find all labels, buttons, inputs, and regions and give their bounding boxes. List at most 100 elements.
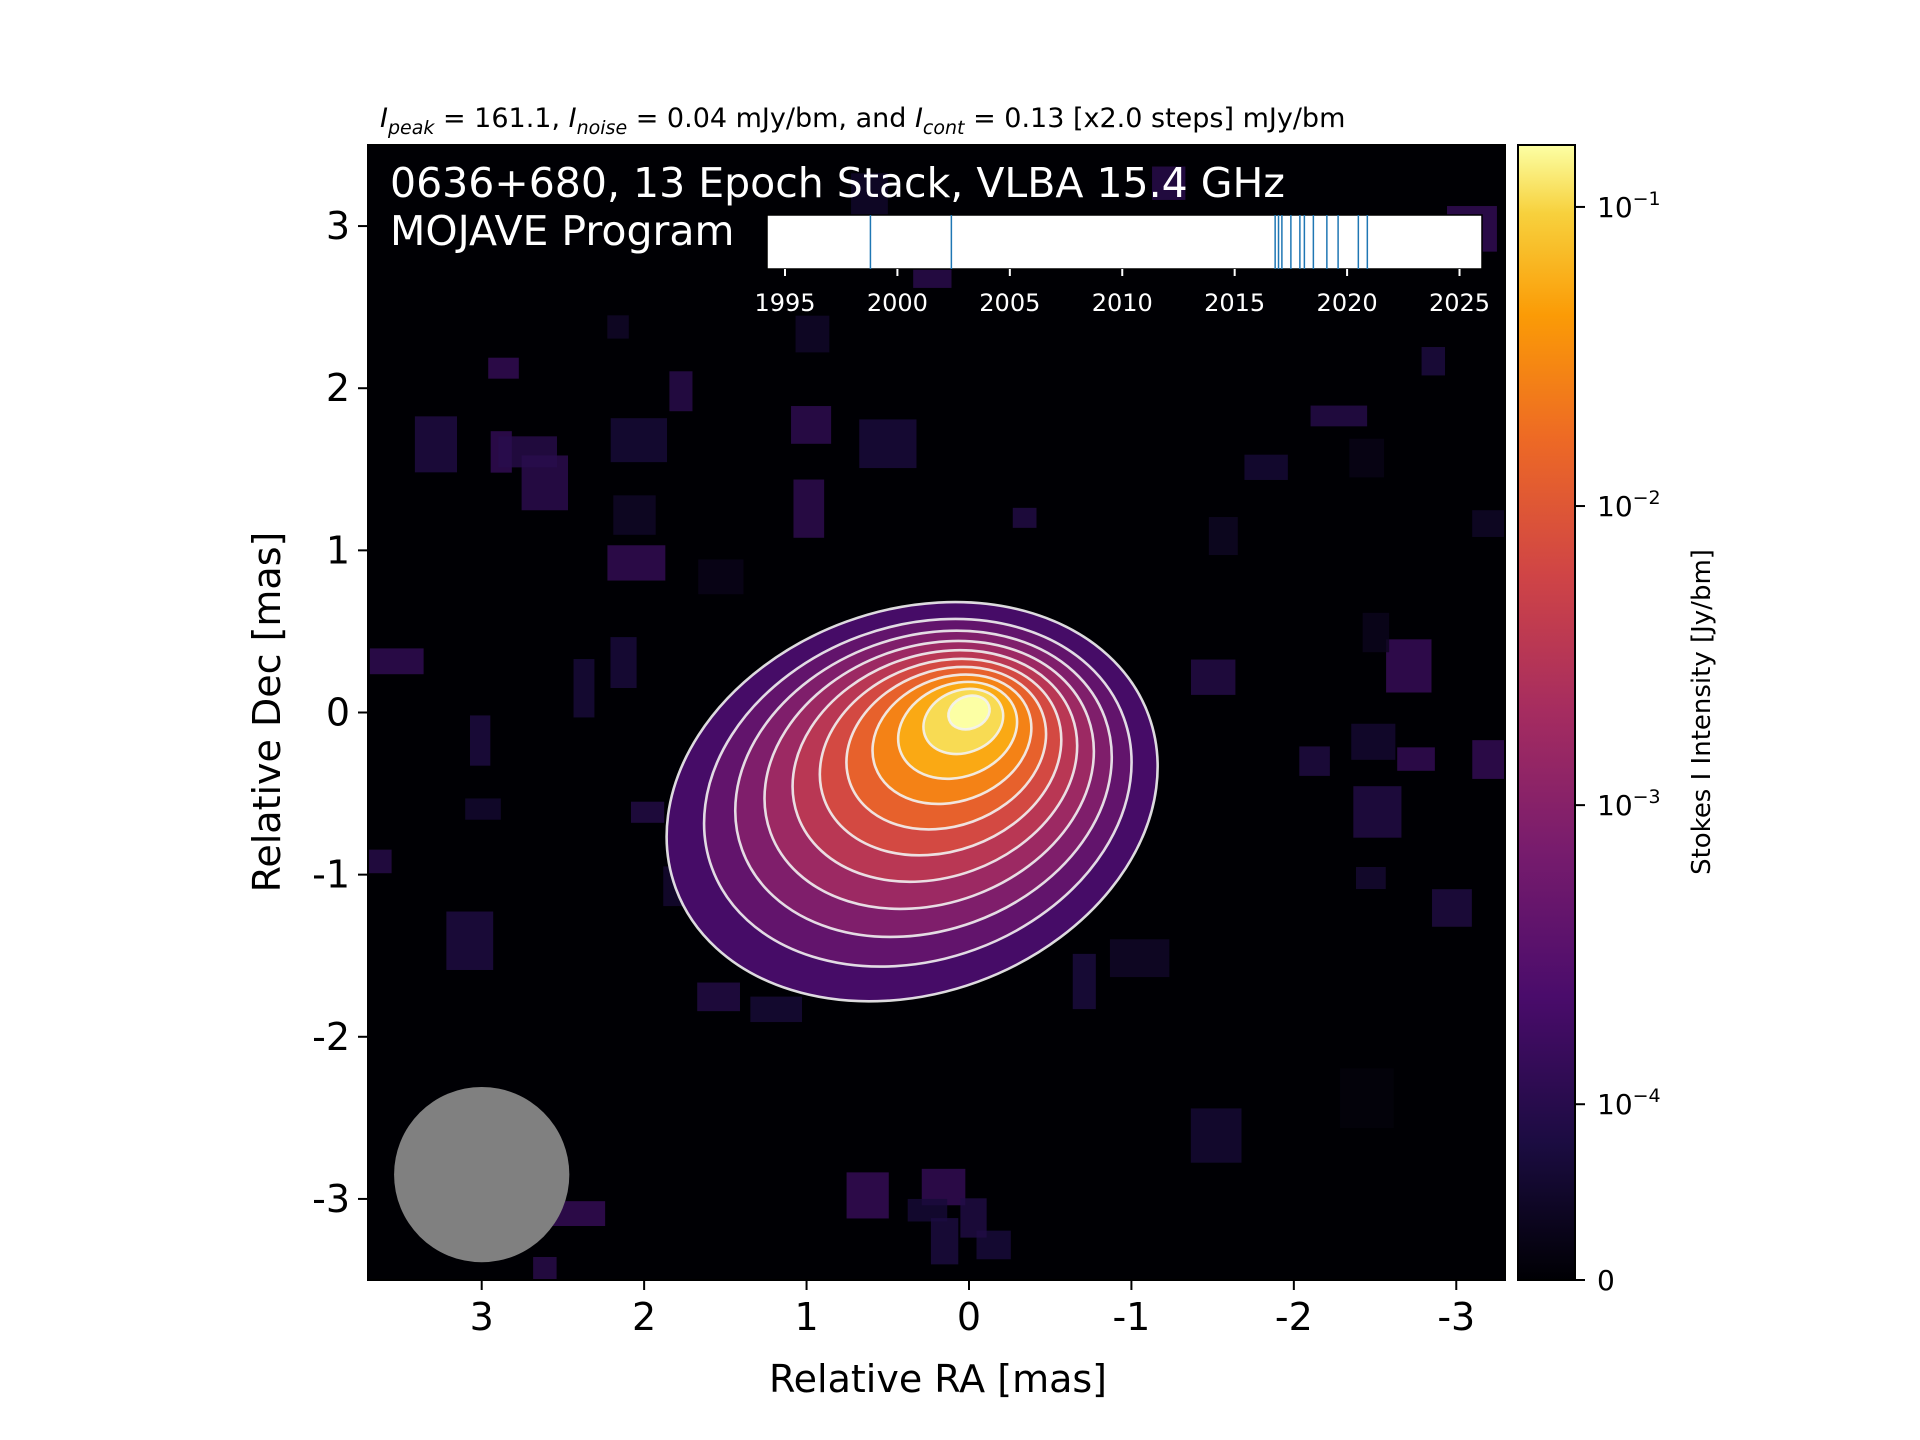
noise-pixel [498, 436, 557, 468]
contour-line [947, 694, 991, 731]
noise-pixel [1012, 507, 1037, 528]
noise-pixel [1190, 1108, 1242, 1163]
cont-symbol: I [915, 103, 923, 134]
noise-pixel [1421, 347, 1446, 376]
noise-pixel [1356, 867, 1386, 890]
x-tick-label: 3 [470, 1295, 494, 1339]
noise-pixel [1190, 659, 1236, 695]
y-tick-label: 1 [326, 528, 350, 572]
noise-pixel [488, 357, 519, 379]
noise-pixel [369, 648, 424, 675]
noise-pixel [750, 996, 803, 1023]
cont-subscript: cont [923, 117, 966, 139]
x-tick-label: 0 [957, 1295, 981, 1339]
noise-pixel [1351, 723, 1396, 760]
noise-pixel [793, 479, 825, 538]
peak-value-text: = 161.1, [434, 103, 568, 134]
contour-line [818, 657, 1063, 857]
noise-value-text: = 0.04 mJy/bm, and [627, 103, 915, 134]
x-tick-label: 2 [632, 1295, 656, 1339]
noise-pixel [533, 1256, 557, 1280]
contour-line [791, 648, 1079, 884]
emission-level [948, 695, 990, 730]
noise-pixel [1299, 746, 1330, 776]
contour-line [845, 665, 1048, 831]
contour-line [922, 687, 1005, 756]
y-tick-label: 3 [326, 204, 350, 248]
cont-value-text: = 0.13 [x2.0 steps] mJy/bm [964, 103, 1345, 134]
noise-pixel [469, 715, 491, 766]
x-axis-label: Relative RA [mas] [769, 1357, 1107, 1401]
beam-ellipse [394, 1086, 570, 1263]
contour-lines [665, 600, 1159, 1003]
noise-pixel [1397, 747, 1435, 771]
epoch-timeline-box [766, 214, 1483, 270]
noise-pixel [1340, 1068, 1394, 1129]
x-tick-label: -3 [1437, 1295, 1475, 1339]
noise-pixel [368, 849, 392, 874]
colorbar-tick-label: 0 [1597, 1264, 1615, 1297]
noise-pixel [907, 1198, 948, 1222]
noise-pixel [414, 416, 458, 473]
noise-pixel [1310, 405, 1368, 427]
colorbar-gradient [1517, 144, 1576, 1281]
epoch-axis-ticks: 1995 2000 2005 2010 2015 2020 2025 [754, 269, 1490, 317]
peak-subscript: peak [387, 117, 435, 139]
noise-pixel [1109, 939, 1170, 978]
epoch-timeline-inset: 1995 2000 2005 2010 2015 2020 2025 [754, 214, 1490, 317]
noise-pixel [697, 982, 740, 1012]
colorbar-tick-label: 10−2 [1597, 487, 1661, 523]
image-plot [368, 145, 1505, 1280]
noise-pixel [1386, 639, 1432, 693]
contour-line [733, 629, 1114, 939]
contour-line [763, 639, 1096, 911]
noise-pixel [607, 545, 666, 581]
epoch-tick-label: 2000 [867, 289, 928, 317]
noise-pixel [851, 173, 888, 216]
noise-pixel [1349, 438, 1385, 478]
noise-subscript: noise [577, 117, 628, 139]
epoch-tick-label: 2025 [1429, 289, 1490, 317]
x-tick-label: -1 [1112, 1295, 1150, 1339]
noise-pixel [573, 659, 595, 718]
noise-pixel [610, 637, 637, 689]
noise-pixel [630, 801, 665, 823]
noise-pixel [1072, 953, 1096, 1010]
y-tick-label: -1 [312, 853, 350, 897]
noise-pixel [1362, 612, 1390, 653]
x-tick-label: 1 [794, 1295, 818, 1339]
epoch-tick-label: 2005 [979, 289, 1040, 317]
plot-title-line1: 0636+680, 13 Epoch Stack, VLBA 15.4 GHz [390, 159, 1285, 207]
colorbar-label: Stokes I Intensity [Jy/bm] [1687, 549, 1717, 875]
contour-line [702, 617, 1133, 968]
noise-pixel [1432, 889, 1472, 927]
colorbar-tick-label: 10−1 [1597, 188, 1661, 224]
epoch-tick-label: 2015 [1204, 289, 1265, 317]
noise-pixel [698, 559, 744, 595]
noise-pixel [795, 315, 830, 353]
noise-pixel [846, 1172, 889, 1219]
colorbar: 10−1 10−2 10−3 10−4 0 Stokes I Intensity [Jy… [1517, 144, 1717, 1297]
noise-pixel [1208, 517, 1238, 556]
y-axis-label: Relative Dec [mas] [245, 532, 289, 893]
noise-pixel [1472, 510, 1505, 537]
contour-line [665, 600, 1159, 1003]
y-tick-label: -3 [312, 1177, 350, 1221]
epoch-tick-label: 2020 [1317, 289, 1378, 317]
colorbar-tick-label: 10−4 [1597, 1085, 1661, 1121]
noise-pixel [791, 406, 832, 444]
y-tick-label: 0 [326, 691, 350, 735]
colorbar-tick-label: 10−3 [1597, 786, 1661, 822]
contour-line [896, 680, 1019, 781]
colorbar-ticks: 10−1 10−2 10−3 10−4 0 [1575, 188, 1661, 1297]
y-tick-label: 2 [326, 366, 350, 410]
noise-pixel [960, 1198, 987, 1238]
y-axis-ticks: 3 2 1 0 -1 -2 -3 [312, 204, 368, 1221]
x-axis-ticks: 3 2 1 0 -1 -2 -3 [470, 1280, 1475, 1339]
noise-pixel [1472, 740, 1505, 779]
epoch-tick-label: 1995 [754, 289, 815, 317]
noise-symbol: I [569, 103, 577, 134]
noise-pixel [1244, 454, 1288, 480]
noise-pixel [446, 911, 494, 970]
